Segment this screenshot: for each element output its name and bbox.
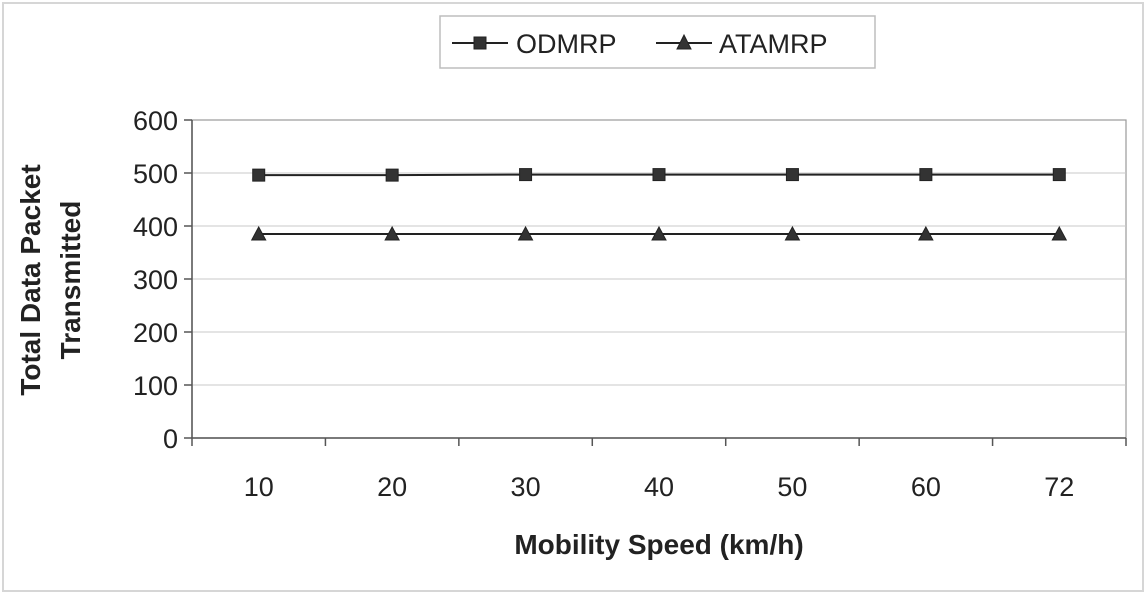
- legend-atamrp-triangle-marker: [676, 33, 692, 50]
- y-tick-label: 500: [133, 159, 178, 189]
- plot-area: 0 100 200 300 400 500 600 10 20 30 40 50 60 72: [133, 106, 1127, 502]
- x-tick-label: 10: [244, 472, 274, 502]
- y-axis-title: Total Data Packet Transmitted: [15, 164, 86, 395]
- gridlines: [192, 172, 1126, 386]
- legend-odmrp-label: ODMRP: [516, 29, 617, 59]
- x-tick-label: 72: [1044, 472, 1074, 502]
- series: [250, 168, 1068, 241]
- data-point-atamrp: [918, 225, 934, 241]
- series-atamrp: [250, 225, 1068, 241]
- x-tick-label: 30: [511, 472, 541, 502]
- y-tick-label: 600: [133, 106, 178, 136]
- y-axis-title-line-1: Total Data Packet: [15, 164, 46, 395]
- legend: ODMRP ATAMRP: [439, 15, 876, 69]
- x-axis-ticks: 10 20 30 40 50 60 72: [191, 438, 1127, 502]
- series-odmrp: [252, 168, 1066, 182]
- legend-item-atamrp: ATAMRP: [656, 29, 828, 59]
- y-tick-label: 300: [133, 265, 178, 295]
- legend-odmrp-square-marker: [473, 36, 487, 50]
- x-tick-label: 20: [377, 472, 407, 502]
- x-axis-title: Mobility Speed (km/h): [514, 529, 803, 560]
- y-tick-label: 0: [163, 424, 178, 454]
- legend-atamrp-label: ATAMRP: [719, 29, 828, 59]
- legend-item-odmrp: ODMRP: [452, 29, 617, 59]
- data-point-odmrp: [919, 168, 933, 182]
- data-point-atamrp: [384, 225, 400, 241]
- x-tick-label: 50: [777, 472, 807, 502]
- data-point-atamrp: [651, 225, 667, 241]
- data-point-atamrp: [517, 225, 534, 241]
- y-axis-title-line-2: Transmitted: [55, 201, 86, 360]
- data-point-atamrp: [1051, 225, 1068, 241]
- data-point-odmrp: [652, 168, 666, 182]
- x-tick-label: 60: [911, 472, 941, 502]
- data-point-odmrp: [252, 168, 266, 182]
- y-tick-label: 200: [133, 318, 178, 348]
- data-point-odmrp: [785, 168, 799, 182]
- data-point-odmrp: [1052, 168, 1066, 182]
- data-point-atamrp: [784, 225, 801, 241]
- y-tick-label: 100: [133, 371, 178, 401]
- x-tick-label: 40: [644, 472, 674, 502]
- data-point-odmrp: [519, 168, 533, 182]
- y-tick-label: 400: [133, 212, 178, 242]
- data-point-atamrp: [250, 225, 267, 241]
- y-axis-ticks: 0 100 200 300 400 500 600: [133, 106, 192, 454]
- data-point-odmrp: [385, 168, 399, 182]
